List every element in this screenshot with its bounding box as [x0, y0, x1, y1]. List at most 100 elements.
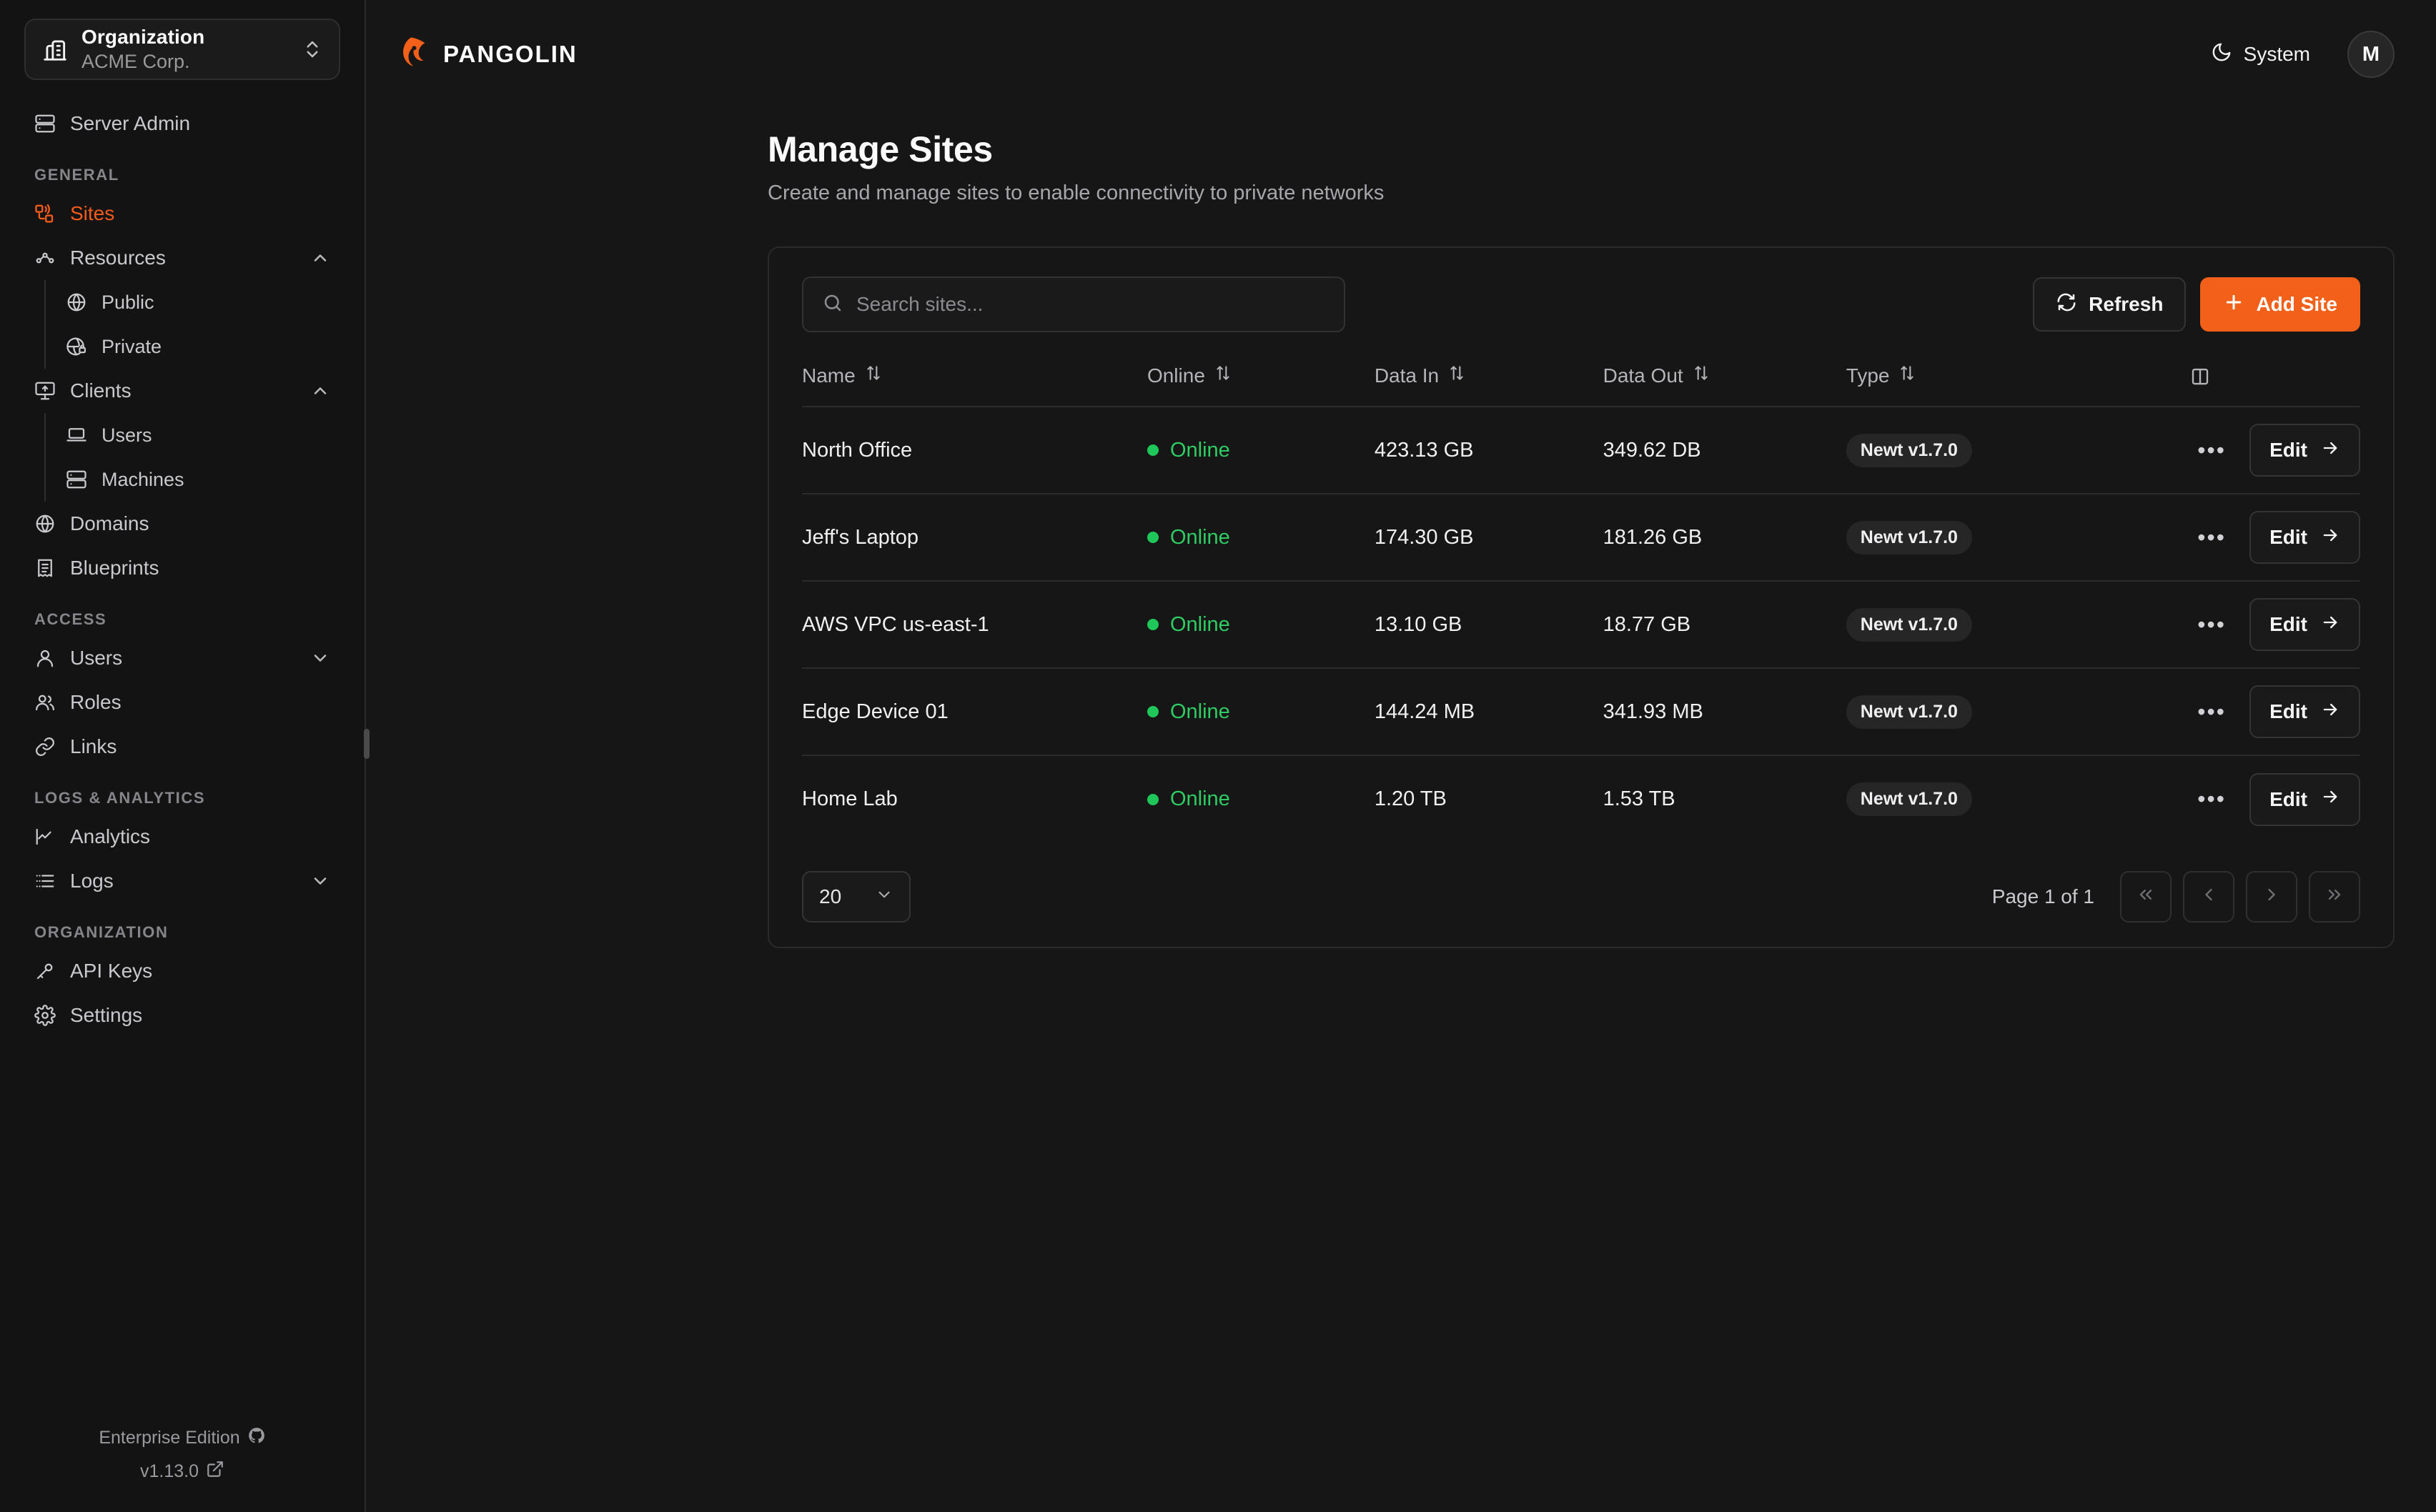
laptop-icon	[66, 424, 87, 446]
cell-type: Newt v1.7.0	[1846, 755, 2190, 842]
sites-icon	[34, 203, 56, 224]
edit-button[interactable]: Edit	[2249, 424, 2360, 477]
sites-toolbar: Refresh Add Site	[802, 277, 2360, 332]
refresh-button[interactable]: Refresh	[2033, 277, 2187, 332]
sidebar-item-label: Users	[70, 647, 123, 669]
table-row[interactable]: Home Lab Online 1.20 TB 1.53 TB Newt v1.…	[802, 755, 2360, 842]
cell-data-out: 181.26 GB	[1603, 493, 1846, 581]
ellipsis-icon[interactable]: •••	[2197, 524, 2226, 550]
th-type[interactable]: Type	[1846, 364, 2189, 407]
sidebar-item-label: Public	[102, 291, 154, 313]
user-icon	[34, 647, 56, 669]
sidebar-item-clients-users[interactable]: Users	[50, 413, 340, 457]
chevron-up-icon[interactable]	[310, 248, 330, 268]
sidebar: Organization ACME Corp. Server Admin GEN…	[0, 0, 370, 1512]
github-icon[interactable]	[247, 1426, 266, 1450]
next-page-button[interactable]	[2246, 871, 2297, 922]
sidebar-item-private[interactable]: Private	[50, 324, 340, 369]
arrow-right-icon	[2320, 700, 2340, 725]
org-name: ACME Corp.	[81, 51, 190, 72]
edit-button[interactable]: Edit	[2249, 598, 2360, 651]
edition-line[interactable]: Enterprise Edition	[99, 1426, 265, 1450]
cell-data-in: 174.30 GB	[1374, 493, 1603, 581]
page-title: Manage Sites	[768, 129, 993, 169]
sidebar-item-blueprints[interactable]: Blueprints	[24, 546, 340, 590]
sidebar-item-public[interactable]: Public	[50, 280, 340, 324]
sidebar-item-label: Private	[102, 335, 162, 357]
sidebar-item-label: Domains	[70, 512, 149, 534]
sidebar-section-logs-analytics: LOGS & ANALYTICS	[34, 789, 206, 807]
sort-arrows-icon	[1898, 364, 1916, 387]
search-input[interactable]	[856, 293, 1325, 316]
edit-button[interactable]: Edit	[2249, 511, 2360, 564]
sidebar-item-api-keys[interactable]: API Keys	[24, 949, 340, 993]
chevron-right-icon	[2262, 885, 2282, 910]
avatar[interactable]: M	[2347, 31, 2395, 78]
sidebar-subitems-resources: Public Private	[44, 280, 340, 369]
sidebar-subitems-clients: Users Machines	[44, 413, 340, 502]
chevron-down-icon[interactable]	[310, 648, 330, 668]
version-line[interactable]: v1.13.0	[140, 1460, 224, 1483]
table-row[interactable]: North Office Online 423.13 GB 349.62 DB …	[802, 406, 2360, 494]
th-column-layout[interactable]	[2189, 364, 2360, 407]
edit-button[interactable]: Edit	[2249, 685, 2360, 738]
sidebar-item-analytics[interactable]: Analytics	[24, 815, 340, 859]
cell-type: Newt v1.7.0	[1846, 667, 2190, 755]
search-box[interactable]	[802, 277, 1345, 332]
theme-toggle[interactable]: System	[2202, 34, 2319, 75]
main-content: PANGOLIN System M Manage Sites Create an…	[366, 0, 2436, 1512]
cell-name: Edge Device 01	[802, 667, 1147, 755]
columns-layout-icon[interactable]	[2189, 366, 2211, 387]
server-icon	[66, 469, 87, 490]
sidebar-item-users[interactable]: Users	[24, 636, 340, 680]
sidebar-item-clients[interactable]: Clients	[24, 369, 340, 413]
ellipsis-icon[interactable]: •••	[2197, 698, 2226, 725]
th-type-label: Type	[1846, 364, 1890, 387]
chevron-down-icon[interactable]	[310, 871, 330, 891]
sidebar-item-sites[interactable]: Sites	[24, 192, 340, 236]
status-label: Online	[1169, 787, 1230, 810]
sidebar-item-settings[interactable]: Settings	[24, 993, 340, 1038]
th-name[interactable]: Name	[802, 364, 1147, 407]
sidebar-item-domains[interactable]: Domains	[24, 502, 340, 546]
table-row[interactable]: AWS VPC us-east-1 Online 13.10 GB 18.77 …	[802, 580, 2360, 668]
users-icon	[34, 692, 56, 713]
table-row[interactable]: Edge Device 01 Online 144.24 MB 341.93 M…	[802, 667, 2360, 755]
last-page-button[interactable]	[2309, 871, 2360, 922]
theme-label: System	[2243, 43, 2310, 65]
chevron-up-icon[interactable]	[310, 381, 330, 401]
table-row[interactable]: Jeff's Laptop Online 174.30 GB 181.26 GB…	[802, 493, 2360, 581]
version-label: v1.13.0	[139, 1461, 199, 1481]
sidebar-item-server-admin[interactable]: Server Admin	[24, 101, 340, 146]
sidebar-item-roles[interactable]: Roles	[24, 680, 340, 725]
prev-page-button[interactable]	[2183, 871, 2234, 922]
sidebar-item-logs[interactable]: Logs	[24, 859, 340, 903]
org-switcher[interactable]: Organization ACME Corp.	[24, 19, 340, 80]
th-data-out[interactable]: Data Out	[1603, 364, 1846, 407]
cell-data-in: 423.13 GB	[1374, 406, 1603, 494]
edit-button[interactable]: Edit	[2249, 772, 2360, 826]
page-info: Page 1 of 1	[1991, 885, 2094, 907]
th-data-in[interactable]: Data In	[1375, 364, 1603, 407]
page-size-select[interactable]: 20	[802, 871, 911, 922]
sidebar-resize-handle[interactable]	[364, 729, 370, 759]
search-icon	[822, 292, 843, 317]
ellipsis-icon[interactable]: •••	[2197, 611, 2226, 637]
ellipsis-icon[interactable]: •••	[2197, 786, 2226, 812]
chevrons-up-down-icon[interactable]	[302, 39, 323, 60]
add-site-button[interactable]: Add Site	[2200, 277, 2360, 332]
sites-table: Name Online Data In Data Out	[802, 364, 2360, 842]
th-online[interactable]: Online	[1147, 364, 1375, 407]
sidebar-item-machines[interactable]: Machines	[50, 457, 340, 502]
resources-icon	[34, 247, 56, 269]
brand[interactable]: PANGOLIN	[392, 34, 578, 74]
page-size-value: 20	[819, 885, 842, 907]
external-link-icon[interactable]	[206, 1460, 224, 1483]
first-page-button[interactable]	[2120, 871, 2172, 922]
ellipsis-icon[interactable]: •••	[2197, 437, 2226, 463]
status-label: Online	[1169, 525, 1230, 549]
sort-arrows-icon	[1447, 364, 1466, 387]
moon-icon	[2211, 41, 2232, 68]
sidebar-item-resources[interactable]: Resources	[24, 236, 340, 280]
sidebar-item-links[interactable]: Links	[24, 725, 340, 769]
